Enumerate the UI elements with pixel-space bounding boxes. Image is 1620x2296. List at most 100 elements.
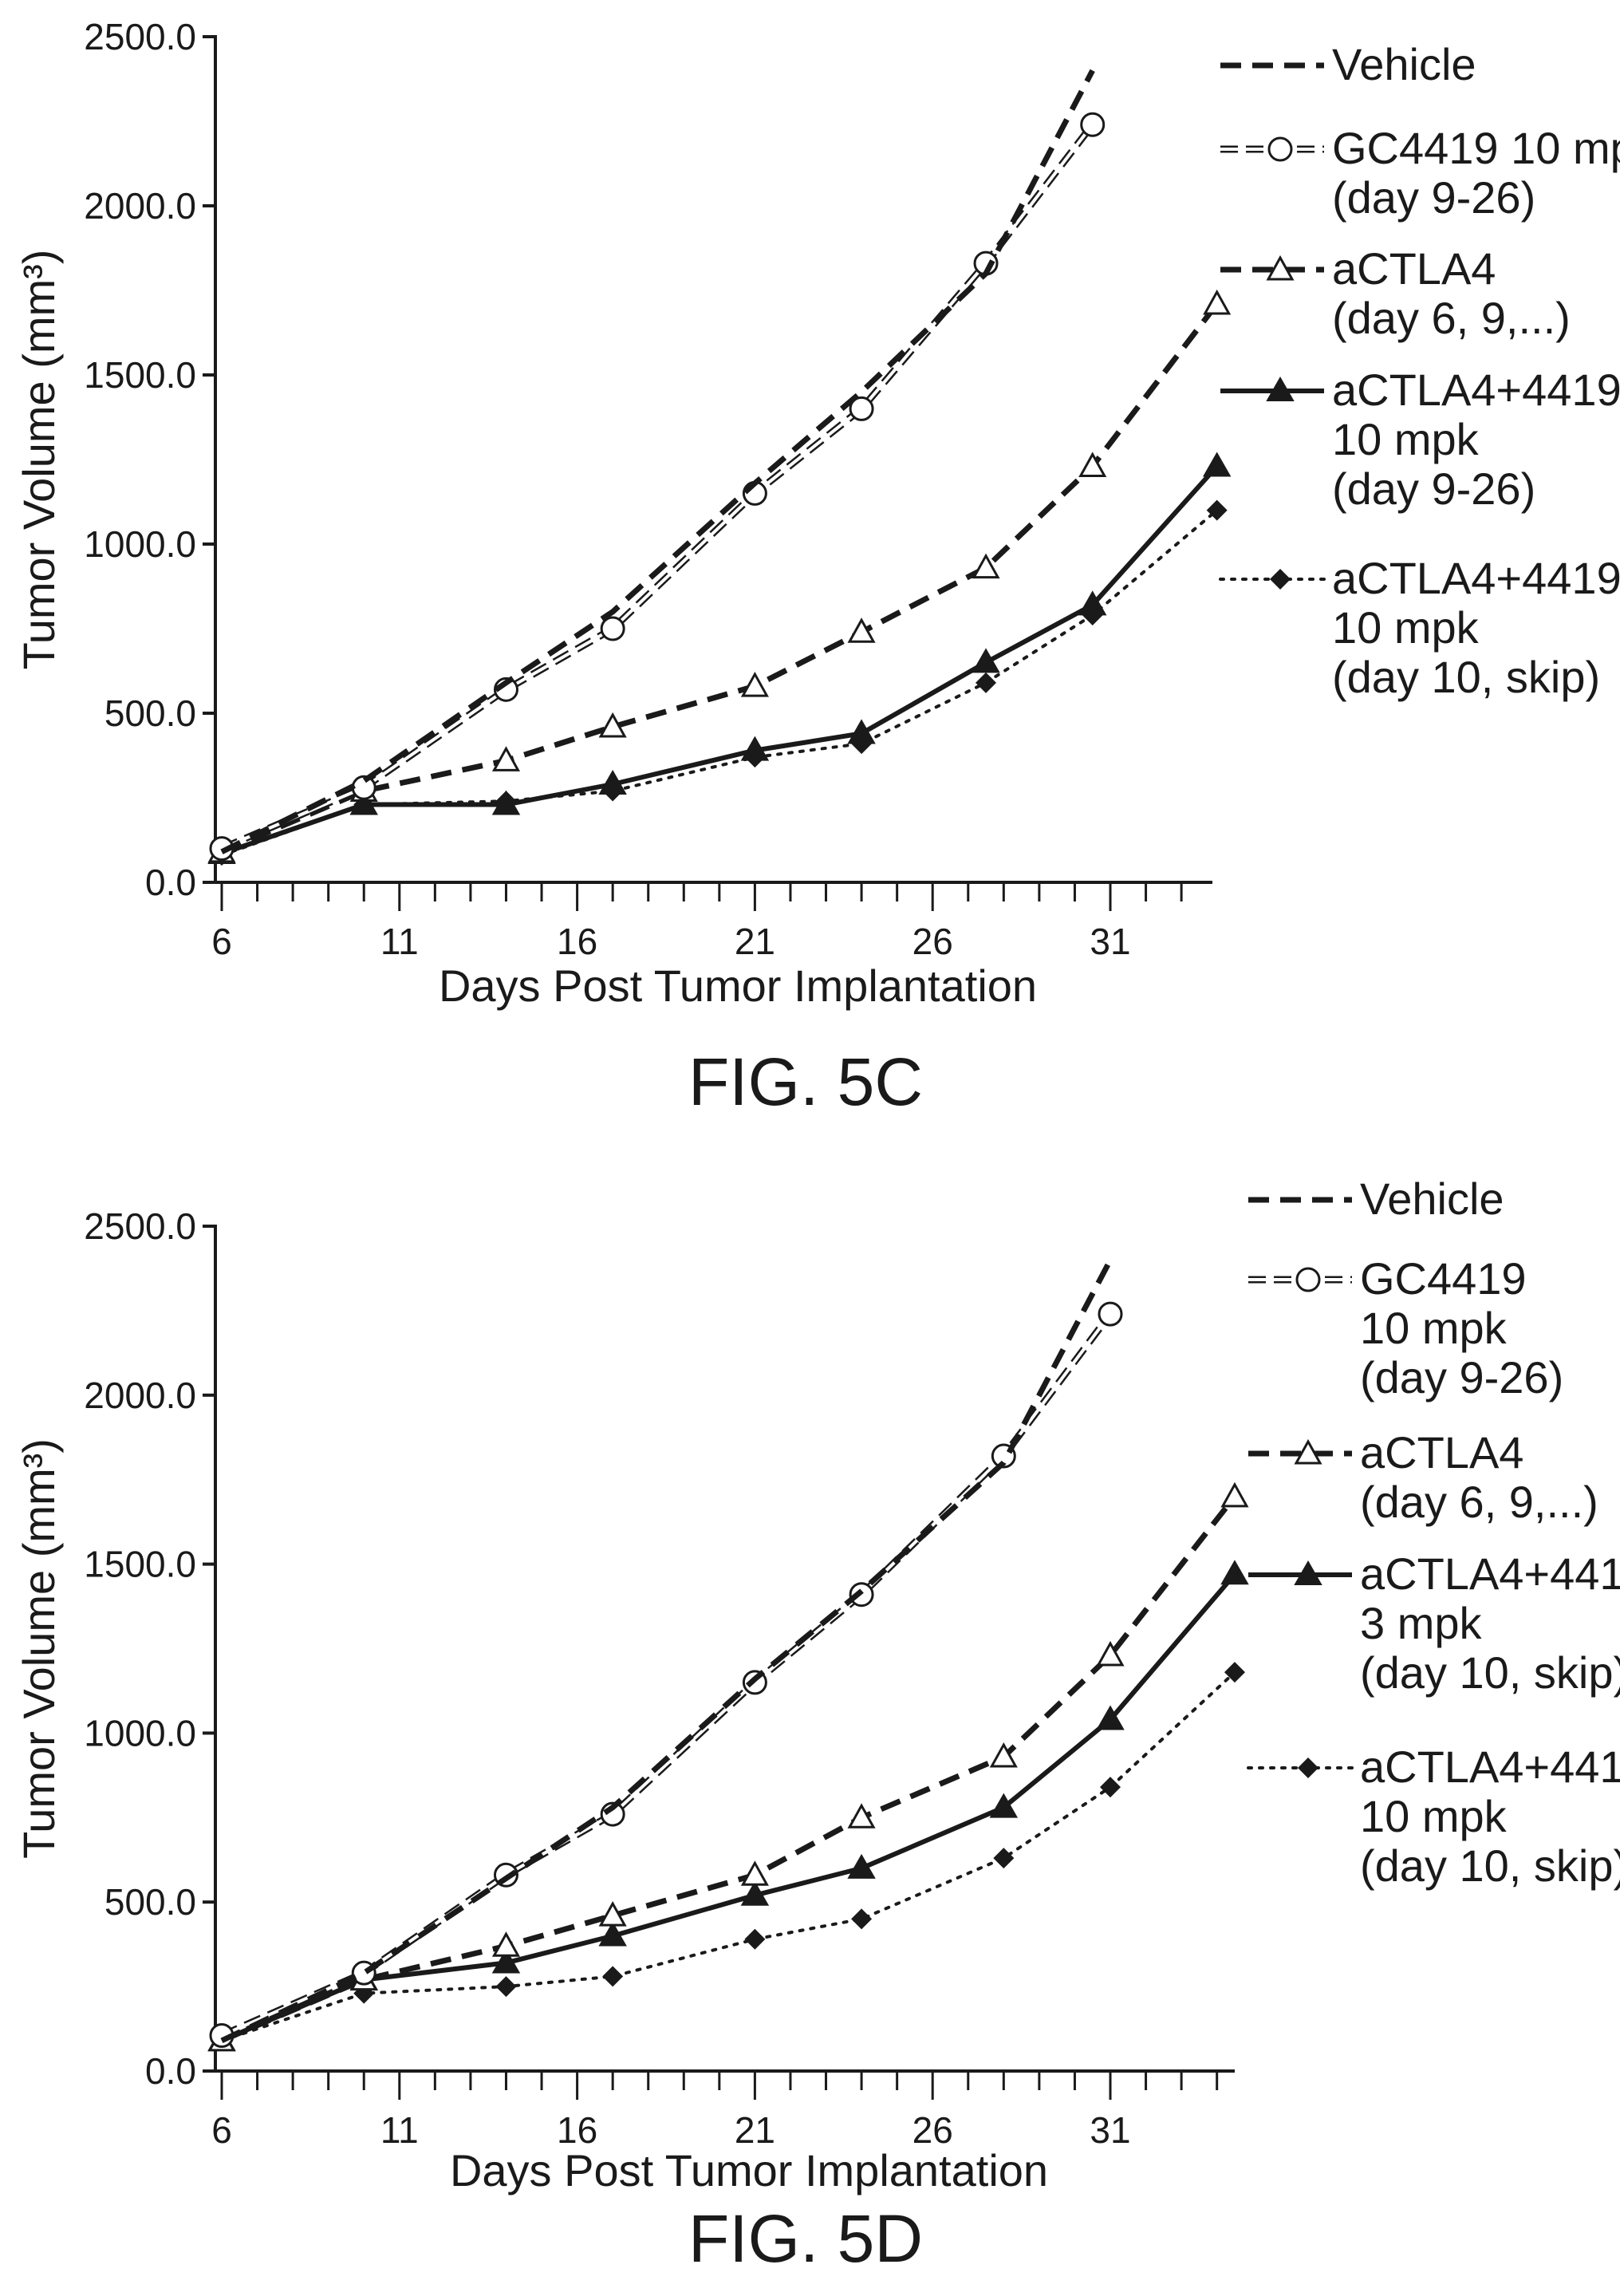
y-tick-label: 2000.0 [84, 185, 196, 227]
y-tick-label: 2500.0 [84, 16, 196, 57]
x-axis-title: Days Post Tumor Implantation [450, 2145, 1048, 2195]
data-point [1220, 1560, 1249, 1585]
data-point [600, 616, 625, 641]
legend-item: aCTLA4 (day 6, 9,...) [1220, 243, 1571, 343]
x-axis-title: Days Post Tumor Implantation [439, 961, 1037, 1011]
data-point [989, 1742, 1018, 1768]
legend-label-line: Vehicle [1360, 1174, 1504, 1224]
legend-label: aCTLA4+44193 mpk(day 10, skip) [1360, 1548, 1620, 1698]
data-point [1100, 1777, 1121, 1798]
x-tick-label: 6 [211, 921, 232, 962]
legend-label-line: aCTLA4 [1332, 243, 1496, 294]
y-tick-label: 1000.0 [84, 523, 196, 565]
x-tick-label: 26 [912, 921, 953, 962]
data-point [1096, 1705, 1125, 1730]
data-point [993, 1848, 1015, 1869]
y-tick-label: 500.0 [104, 1881, 196, 1923]
x-tick-label: 21 [735, 921, 775, 962]
data-point [1078, 590, 1107, 616]
chart-fig-5d: 0.0 500.0 1000.0 1500.0 2000.0 2500.0 6 11 16 21 2… [14, 1174, 1620, 2276]
y-tick-label: 1500.0 [84, 1544, 196, 1585]
legend-label-line: (day 10, skip) [1332, 652, 1600, 702]
chart-fig-5c: 0.0 500.0 1000.0 1500.0 2000.0 2500.0 6 11 16 21 2… [14, 16, 1620, 1119]
series-4 [211, 1662, 1245, 2051]
legend-label-line: 10 mpk [1332, 414, 1480, 464]
legend-label-line: aCTLA4+4419 [1360, 1548, 1620, 1599]
legend-item: GC4419 10 mpk (day 9-26) [1248, 1253, 1563, 1402]
legend-item: Vehicle [1248, 1174, 1504, 1224]
data-point [972, 553, 1000, 579]
data-point [847, 719, 876, 744]
legend-swatch-marker [1295, 1267, 1321, 1292]
y-tick-label: 1000.0 [84, 1712, 196, 1754]
data-point [598, 1901, 627, 1927]
legend-label-line: GC4419 [1360, 1253, 1527, 1304]
series-3 [207, 452, 1232, 864]
data-point [847, 1803, 876, 1829]
legend-label-line: Vehicle [1332, 39, 1476, 89]
legend-swatch-marker [1294, 1560, 1322, 1585]
y-tick-label: 1500.0 [84, 354, 196, 396]
data-point [491, 1948, 521, 1974]
legend-label-line: aCTLA4+4419 [1332, 553, 1620, 603]
legend-label-line: (day 9-26) [1332, 464, 1535, 514]
legend-label: aCTLA4 (day 6, 9,...) [1332, 243, 1571, 343]
legend-label-line: aCTLA4+4419 [1332, 365, 1620, 415]
figure-caption: FIG. 5D [688, 2201, 923, 2276]
data-point [1224, 1662, 1245, 1683]
y-tick-label: 2000.0 [84, 1375, 196, 1416]
legend-swatch-marker [1267, 136, 1293, 162]
data-point [847, 617, 876, 643]
legend-item: aCTLA4+4419 10 mpk (day 9-26) [1220, 365, 1620, 514]
legend-item: aCTLA4+44193 mpk(day 10, skip) [1248, 1548, 1620, 1698]
series-1 [209, 112, 1106, 862]
legend-label: Vehicle [1360, 1174, 1504, 1224]
legend-label-line: (day 9-26) [1360, 1352, 1563, 1402]
legend-label-line: (day 6, 9,...) [1332, 293, 1571, 343]
series-1 [209, 1301, 1123, 2049]
series-line [220, 1312, 1114, 2039]
legend-item: GC4419 10 mpk(day 9-26) [1220, 123, 1620, 223]
data-point [1096, 1640, 1125, 1667]
x-tick-label: 31 [1090, 2109, 1130, 2151]
y-tick-label: 2500.0 [84, 1205, 196, 1247]
legend-swatch-marker [1266, 254, 1295, 281]
data-point [602, 1966, 624, 1987]
data-point [1202, 452, 1232, 477]
legend-swatch-marker [1266, 376, 1295, 401]
x-tick-label: 26 [912, 2109, 953, 2151]
series-0 [220, 69, 1095, 854]
data-point [744, 1928, 766, 1950]
legend-label-line: aCTLA4+4419 [1360, 1742, 1620, 1792]
legend-label-line: (day 6, 9,...) [1360, 1477, 1598, 1527]
data-point [1098, 1301, 1123, 1327]
series-line [220, 1258, 1114, 2044]
legend-item: aCTLA4 (day 6, 9,...) [1248, 1427, 1598, 1527]
legend-item: Vehicle [1220, 39, 1476, 89]
y-tick-label: 0.0 [145, 862, 196, 903]
data-point [491, 1931, 521, 1957]
legend-label: GC4419 10 mpk (day 9-26) [1360, 1253, 1563, 1402]
legend-label-line: (day 10, skip) [1360, 1840, 1620, 1891]
data-point [491, 790, 521, 815]
legend-label-line: (day 10, skip) [1360, 1647, 1620, 1698]
series-line-inner [221, 1312, 1112, 2038]
legend-label-line: GC4419 10 mpk [1332, 123, 1620, 173]
series-line [220, 1494, 1237, 2044]
series-line [220, 69, 1095, 854]
legend-label-line: 10 mpk [1360, 1791, 1508, 1841]
data-point [740, 736, 770, 761]
legend-label-line: (day 9-26) [1332, 172, 1535, 223]
y-axis-title: Tumor Volume (mm³) [14, 1438, 64, 1859]
data-point [976, 672, 997, 693]
series-0 [220, 1258, 1114, 2044]
data-point [740, 671, 769, 697]
x-tick-label: 6 [211, 2109, 232, 2151]
data-point [847, 1853, 876, 1879]
data-point [349, 790, 378, 815]
